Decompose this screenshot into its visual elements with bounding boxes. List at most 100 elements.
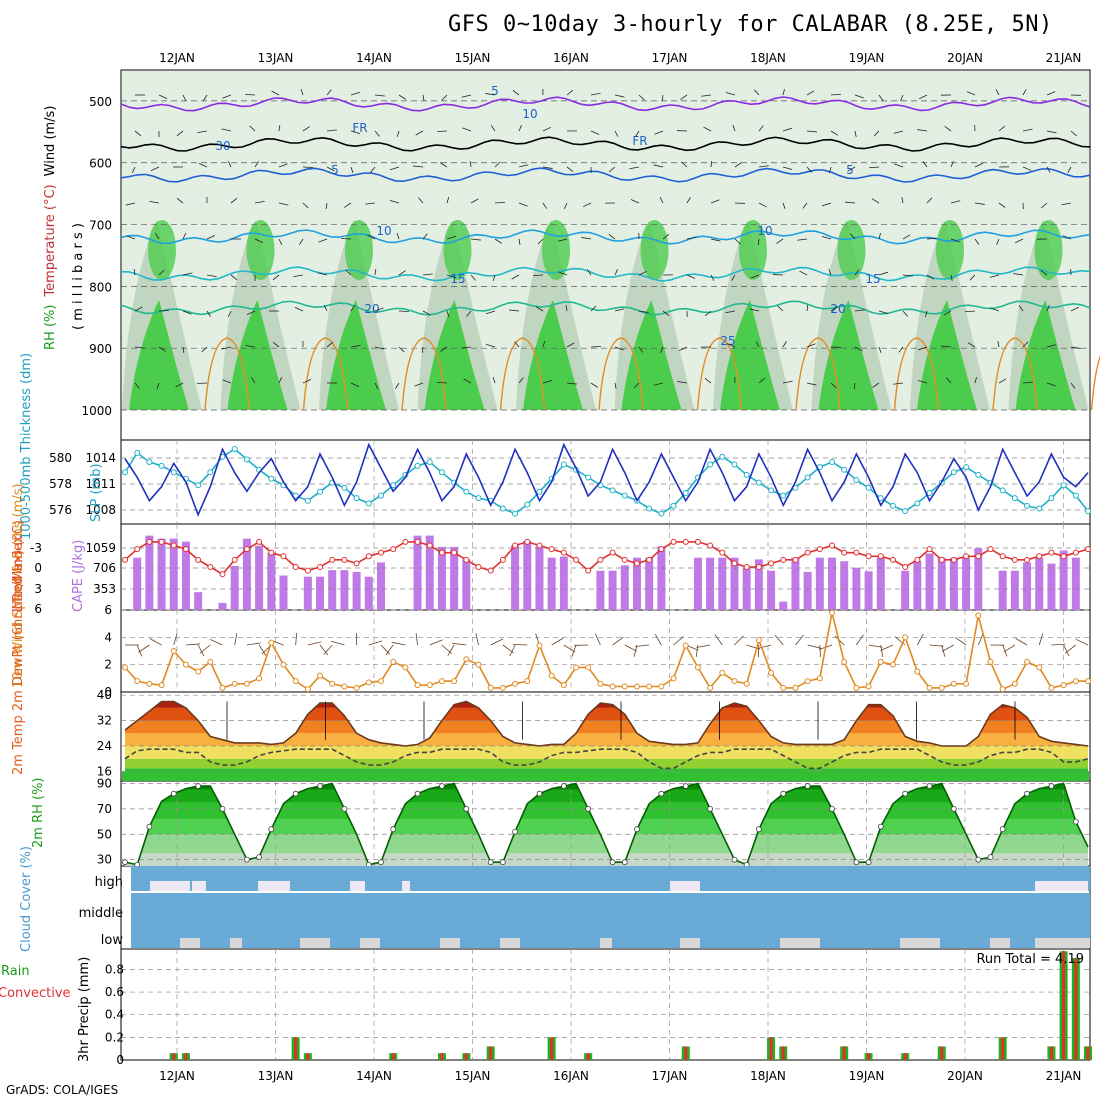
precip-tick: 0 [116,1053,124,1067]
date-label-bottom: 13JAN [258,1069,294,1083]
precip-convective-bar [172,1053,176,1060]
rh-saturated-region [148,220,176,280]
wind-barb [806,166,812,173]
temp-tick: 16 [97,764,112,778]
lifted-index-line-point [256,538,263,545]
wind-barb [776,238,784,244]
rh-point [1048,783,1055,789]
wind-barb [653,382,664,386]
wind-speed-line-point [755,637,762,644]
wind-barb [925,310,928,318]
isotherm-label: 25 [720,334,735,348]
rh-point [853,859,860,866]
cape-bar [706,557,715,610]
cape-tick: 706 [93,561,116,575]
wind-barb-10m [595,633,601,646]
wind-speed-line-point [633,683,640,690]
wind-barb [462,127,472,132]
lifted-index-line-point [512,542,519,549]
cape-bar [596,570,605,610]
cloud-high-patch [350,881,365,891]
wind-barb [614,269,618,276]
wind-barb [437,130,448,133]
wind-barb-10m [868,644,883,648]
wind-speed-line-point [499,684,506,691]
date-label-top: 13JAN [258,51,294,65]
thickness-line-point [743,471,750,478]
lifted-index-line-point [170,542,177,549]
thickness-line-point [768,487,775,494]
lifted-index-line-point [975,553,982,560]
wind-barb [829,166,832,174]
lifted-index-line-point [719,549,726,556]
wind-barb [422,233,428,240]
isotherm-label: 15 [865,272,880,286]
wind-barb [326,341,334,348]
thickness-line-point [231,446,238,453]
wind-barb [806,382,817,386]
wind-speed-line-point [963,680,970,687]
wind-barb [782,88,785,96]
lifted-index-line-point [1072,549,1079,556]
rh-point [951,806,957,812]
wind-speed-line [124,612,1088,691]
rh-point [1024,790,1030,797]
wind-barb [997,340,1000,348]
wind-barb-10m [1051,643,1066,646]
wind-barb [206,274,217,278]
wind-barb-10m [385,644,394,656]
rh-saturated-region [1034,220,1063,280]
precip-convective-bar [1049,1046,1053,1060]
wind-barb [1022,89,1027,96]
wind-barb [271,90,280,96]
thickness-line-point [438,469,445,476]
wind-barb [782,341,787,348]
cape-bar [828,557,837,610]
wind-barb-10m [173,633,178,646]
cape-bar [279,575,288,610]
cloud-high-patch [1035,881,1088,891]
rh-point [731,856,738,863]
thickness-line-point [889,502,896,509]
wind-barb [830,306,838,312]
wind-barb [944,126,952,132]
lifted-index-line-point [122,556,128,563]
wind-barb [492,274,496,282]
wind-barb-10m [391,641,406,646]
lifted-index-line-point [390,546,397,553]
wind-barb [278,124,281,132]
wind-barb [590,305,597,312]
wind-barb [518,238,521,246]
thickness-line-point [341,484,348,491]
wind-barb [254,161,259,168]
pressure-tick-label: 800 [89,280,112,294]
precip-tick: 0.2 [105,1030,124,1044]
wind-barb [1040,270,1048,276]
wind-speed-line-point [195,668,202,675]
cape-bar [425,535,434,610]
wind-barb [461,94,472,98]
cloud-low-patch [900,938,940,948]
precip-convective-bar [940,1046,944,1060]
rh-point [268,826,275,833]
wind-speed-line-point [487,684,494,691]
wind-barb [878,232,881,240]
rh-saturated-region [936,220,964,280]
cloud-low-patch [500,938,520,948]
wind-speed-line-point [902,634,909,641]
wind-barb [686,274,696,279]
wind-speed-line-point [402,664,409,671]
wind-barb [872,382,880,388]
wind-barb [614,346,624,351]
lifted-index-line-point [646,556,653,563]
rh-point [780,790,787,797]
wind-barb-10m [1038,633,1044,646]
wind-barb [725,92,736,96]
lifted-index-line-point [280,553,287,560]
thickness-line-point [707,461,714,468]
wind-barb [900,94,904,101]
wind-barb [901,196,904,204]
rh-saturated-region [129,300,189,410]
lifted-index-line-point [768,560,775,567]
wind-barb [421,346,424,354]
